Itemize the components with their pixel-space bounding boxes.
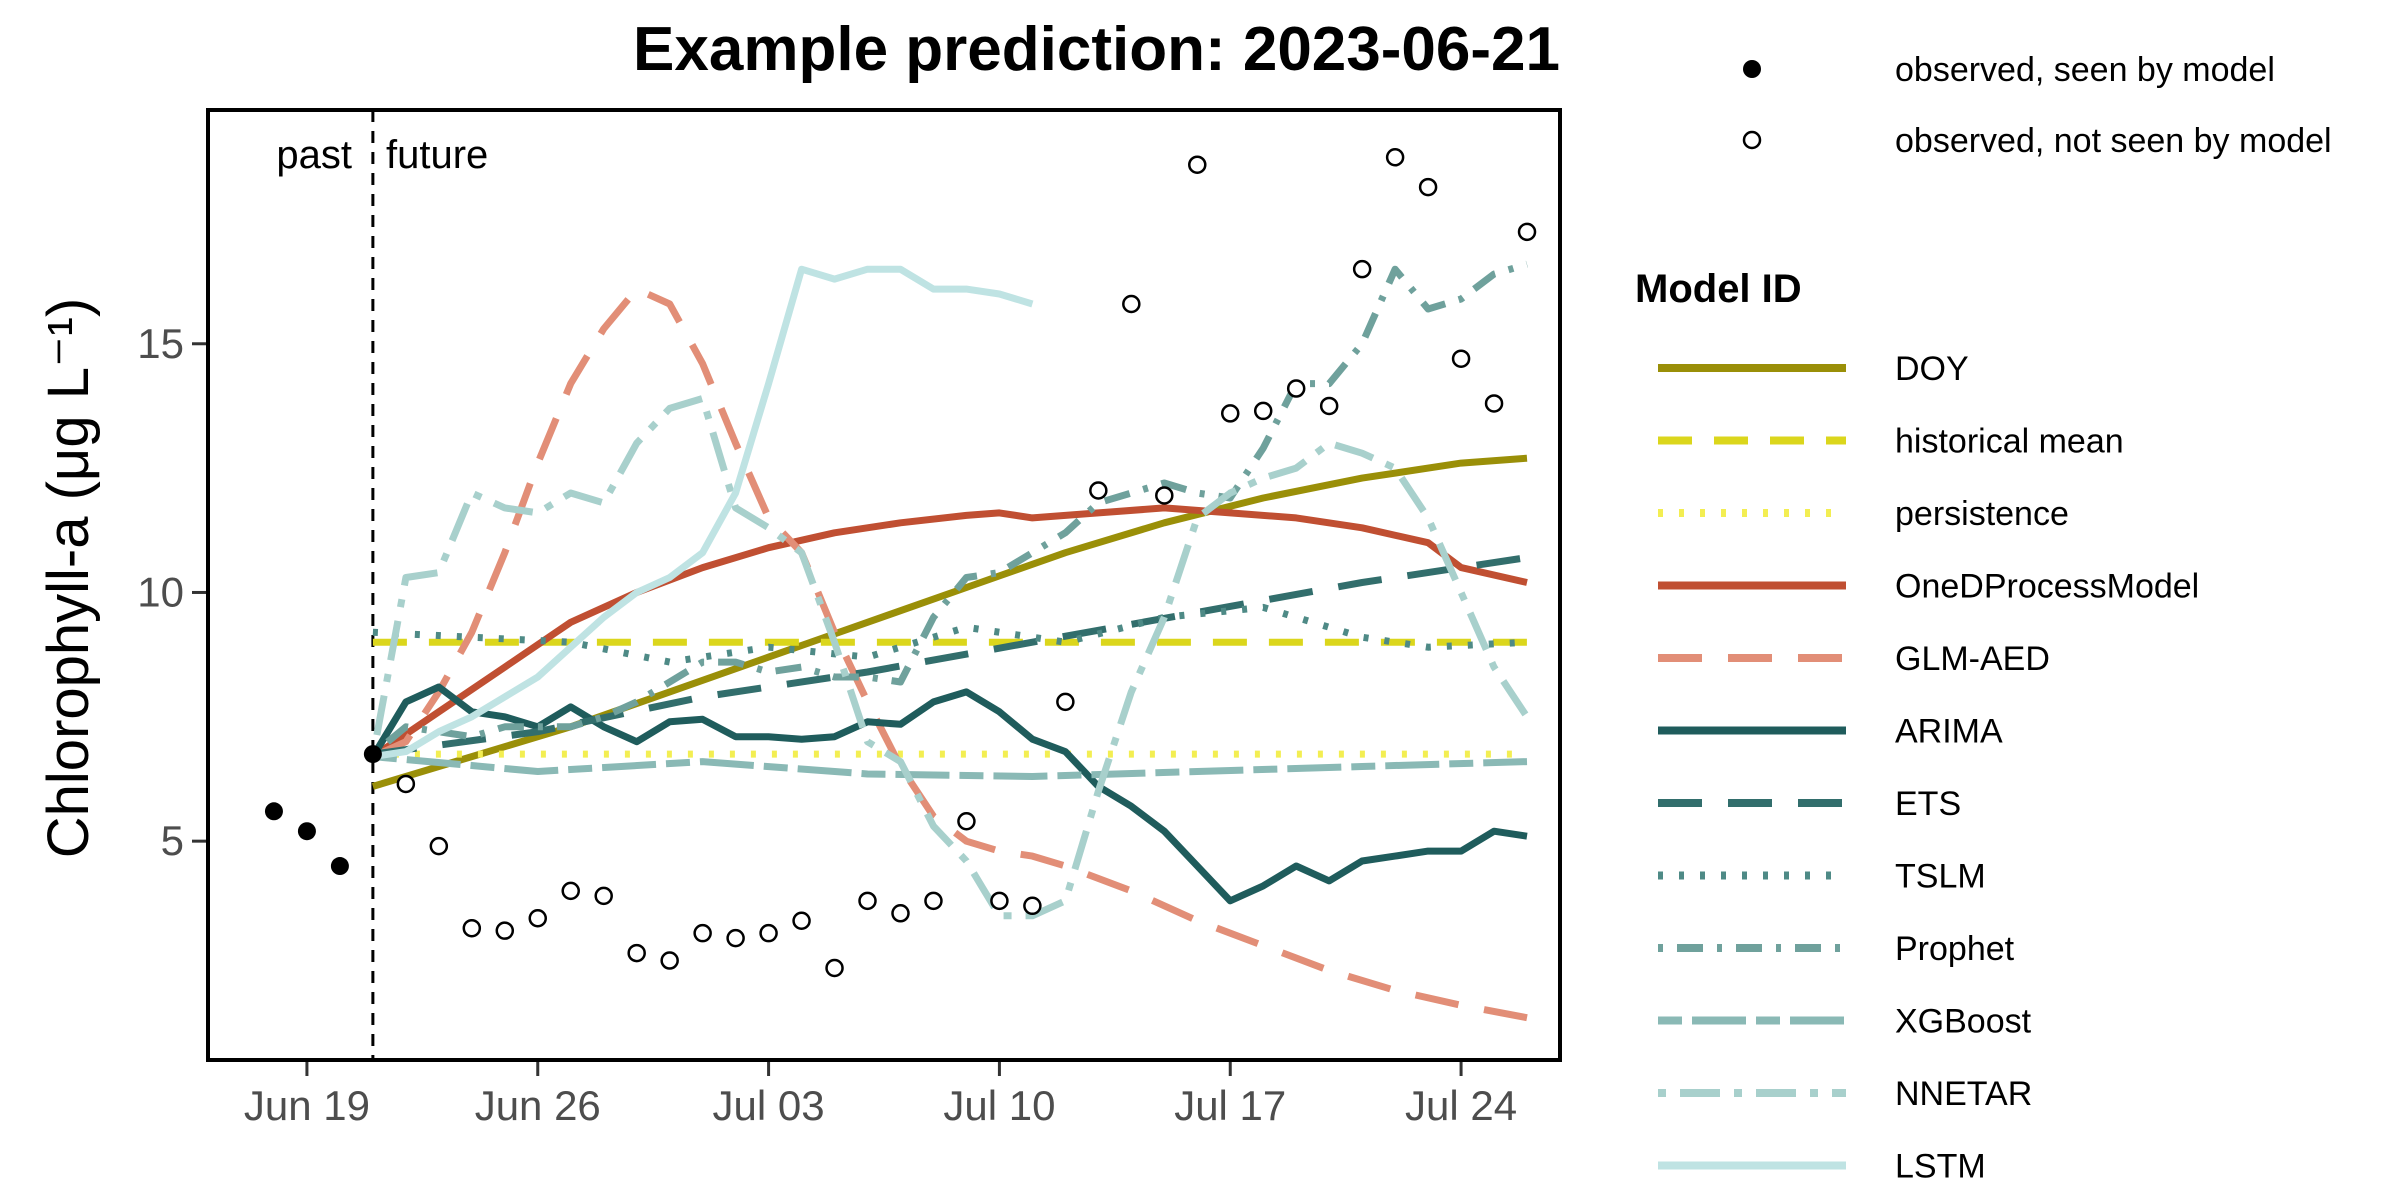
observed-unseen-point <box>1385 148 1405 167</box>
observed-unseen-point <box>561 881 580 901</box>
observed-unseen-point <box>1155 486 1174 505</box>
observed-seen-point <box>330 857 349 876</box>
observed-unseen-point <box>792 911 811 930</box>
legend-label-nnetar: NNETAR <box>1895 1075 2032 1113</box>
y-axis-label: Chlorophyll-a (μg L⁻¹) <box>36 298 101 858</box>
observed-unseen-point <box>990 891 1009 911</box>
x-tick-label: Jul 10 <box>943 1082 1055 1129</box>
legend-key-observed-seen <box>1743 60 1761 78</box>
legend-label-observed-unseen: observed, not seen by model <box>1895 122 2332 160</box>
series-line-lstm <box>372 265 1034 761</box>
observed-unseen-point <box>528 908 548 928</box>
series-line-prophet <box>370 260 1529 757</box>
y-tick-label: 5 <box>161 817 184 864</box>
observed-unseen-point <box>1352 259 1372 279</box>
legend-key-observed-unseen <box>1742 130 1762 150</box>
x-tick-label: Jul 03 <box>713 1082 825 1129</box>
observed-unseen-point <box>495 921 515 940</box>
observed-unseen-point <box>1056 692 1075 712</box>
series-line-onedprocessmodel <box>370 504 1528 760</box>
series-line-xgboost <box>372 753 1528 780</box>
legend-label-historical-mean: historical mean <box>1895 423 2124 461</box>
legend-label-xgboost: XGBoost <box>1895 1003 2032 1041</box>
plot-layer: Jun 19 Jun 26 Jul 03 Jul 10 Jul 17 Jul 24 5 10 1… <box>137 110 1537 1129</box>
legend: observed, seen by model observed, not see… <box>1635 51 2332 1186</box>
observed-unseen-point <box>1089 481 1108 500</box>
observed-unseen-point <box>1023 896 1042 916</box>
observed-unseen-point <box>1451 349 1471 368</box>
observed-unseen-point <box>429 836 449 856</box>
observed-unseen-point <box>726 928 745 948</box>
x-tick-label: Jun 26 <box>475 1082 601 1129</box>
legend-label-glm-aed: GLM-AED <box>1895 640 2050 678</box>
y-tick-label: 10 <box>137 568 184 615</box>
observed-unseen-point <box>891 904 910 923</box>
observed-unseen-point <box>594 886 613 906</box>
observed-unseen-point <box>693 923 712 943</box>
x-tick-label: Jun 19 <box>244 1082 370 1129</box>
observed-unseen-point <box>1253 401 1273 421</box>
y-tick-label: 15 <box>137 320 184 367</box>
legend-label-lstm: LSTM <box>1895 1148 1986 1186</box>
observed-unseen-point <box>660 951 679 970</box>
x-tick-label: Jul 24 <box>1405 1082 1517 1129</box>
observed-unseen-point <box>1319 396 1339 416</box>
observed-unseen-point <box>1517 222 1537 242</box>
observed-unseen-point <box>627 943 646 963</box>
series-line-arima <box>369 683 1528 905</box>
observed-unseen-point <box>1418 177 1438 197</box>
observed-unseen-point <box>462 918 482 938</box>
observed-unseen-point <box>924 891 943 911</box>
x-tick-label: Jul 17 <box>1174 1082 1286 1129</box>
observed-unseen-point <box>1220 404 1240 423</box>
legend-label-ets: ETS <box>1895 785 1961 823</box>
legend-title: Model ID <box>1635 267 1802 311</box>
chart-title: Example prediction: 2023-06-21 <box>633 15 1560 84</box>
observed-seen-point <box>264 802 283 821</box>
observed-unseen-point <box>396 774 416 794</box>
legend-label-prophet: Prophet <box>1895 930 2015 968</box>
series-line-ets <box>372 554 1528 758</box>
observed-unseen-point <box>957 812 976 831</box>
observed-seen-point <box>297 822 316 841</box>
legend-label-doy: DOY <box>1895 350 1969 388</box>
legend-label-tslm: TSLM <box>1895 858 1986 896</box>
observed-seen-point <box>363 745 382 764</box>
series-line-nnetar <box>369 395 1530 920</box>
legend-label-observed-seen: observed, seen by model <box>1895 51 2275 89</box>
observed-unseen-point <box>1122 294 1141 314</box>
past-label: past <box>276 133 352 177</box>
observed-unseen-point <box>759 923 778 943</box>
observed-unseen-point <box>825 958 844 978</box>
legend-label-arima: ARIMA <box>1895 713 2003 751</box>
observed-unseen-point <box>1188 155 1207 174</box>
future-label: future <box>386 133 488 177</box>
observed-unseen-point <box>1286 379 1306 398</box>
observed-unseen-point <box>1484 394 1504 413</box>
observed-unseen-point <box>858 891 877 911</box>
legend-label-onedprocessmodel: OneDProcessModel <box>1895 568 2199 606</box>
legend-label-persistence: persistence <box>1895 495 2069 533</box>
